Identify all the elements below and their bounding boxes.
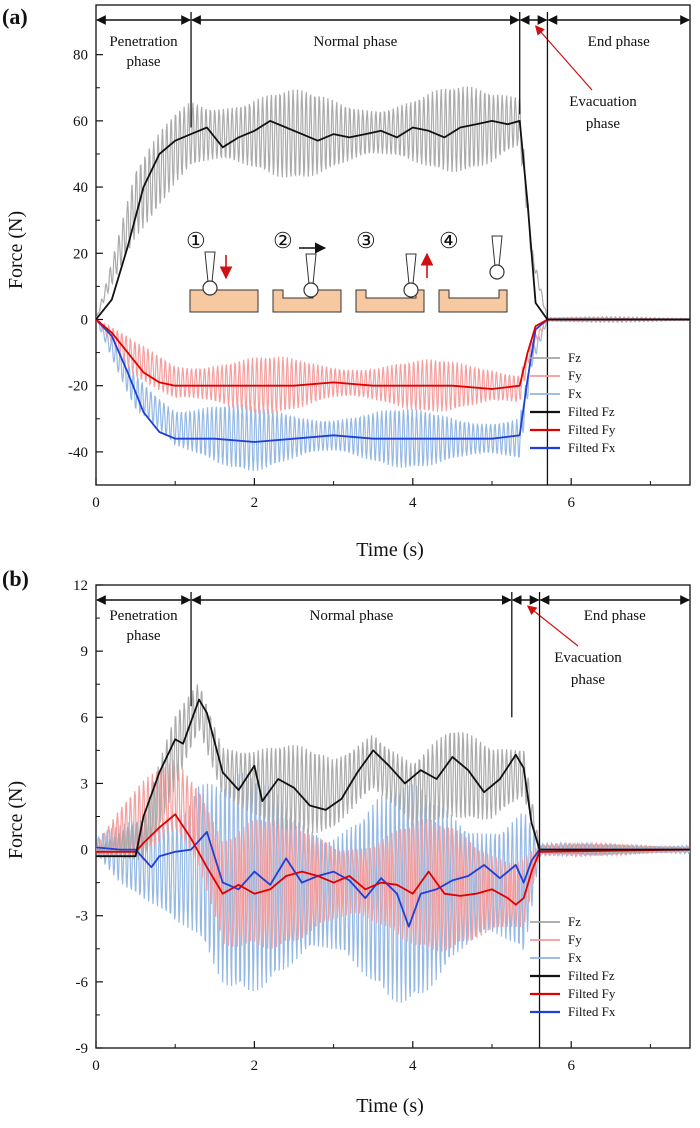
panel-a-plot-area: 0 2 4 6 -40 -20 0 20 40 60 80 Penetration phase Norma… [68, 4, 691, 511]
panel-b: (b) 0 2 4 6 -9 -6 -3 0 3 6 9 12 Penetration phase Norm… [2, 566, 691, 1117]
panel-b-phase-label: End phase [584, 608, 646, 624]
panel-a-legend-label: Fx [568, 386, 582, 401]
panel-b-ytick-label: -6 [76, 975, 89, 991]
panel-b-series-filted-fx [96, 831, 690, 928]
panel-b-legend-label: Fz [568, 914, 581, 929]
panel-b-ytick-label: 0 [81, 843, 89, 859]
panel-a-ytick-label: 20 [73, 246, 88, 262]
panel-a-phase-label: End phase [588, 34, 650, 50]
inset-step-2: ② [272, 228, 342, 313]
panel-a: (a) 0 2 4 6 -40 -20 0 20 40 60 80 Penetration phase N… [2, 4, 691, 561]
panel-a-series-fz-raw [96, 86, 690, 324]
inset-step-number: ② [273, 228, 293, 253]
panel-b-phase-label: Normal phase [310, 608, 394, 624]
panel-b-phase-label-evacuation: Evacuation phase [554, 650, 622, 688]
panel-a-xtick-label: 2 [251, 495, 259, 511]
panel-a-legend-label: Filted Fy [568, 422, 616, 437]
inset-step-number: ① [186, 228, 206, 253]
panel-b-plot-area: 0 2 4 6 -9 -6 -3 0 3 6 9 12 Penetration phase Normal p… [73, 578, 691, 1074]
panel-b-ylabel: Force (N) [5, 781, 27, 859]
panel-a-label: (a) [2, 4, 28, 29]
panel-b-ytick-label: 9 [81, 644, 89, 660]
panel-a-legend: Fz Fy Fx Filted Fz Filted Fy Filted Fx [530, 350, 616, 455]
panel-a-legend-label: Fz [568, 350, 581, 365]
panel-a-data-group [96, 86, 690, 472]
panel-a-process-inset: ① ② ③ ④ [186, 228, 508, 313]
panel-a-ytick-label: -20 [68, 379, 88, 395]
panel-a-legend-label: Fy [568, 368, 582, 383]
panel-b-ytick-label: 3 [81, 776, 89, 792]
panel-a-ylabel: Force (N) [5, 211, 27, 289]
panel-b-ytick-label: 6 [81, 710, 89, 726]
panel-b-series-filted-fz [96, 698, 690, 858]
inset-step-number: ③ [356, 228, 376, 253]
panel-a-ytick-label: -40 [68, 445, 88, 461]
panel-b-legend-label: Fx [568, 950, 582, 965]
panel-a-phase-label: Penetration phase [109, 34, 178, 70]
panel-b-xlabel: Time (s) [356, 1095, 424, 1117]
panel-a-phase-label-evacuation: Evacuation phase [569, 94, 637, 132]
panel-b-data-group [96, 684, 690, 1003]
panel-a-ytick-label: 80 [73, 48, 88, 64]
panel-b-ytick-label: -9 [76, 1041, 89, 1057]
panel-a-phase-label: Normal phase [314, 34, 398, 50]
panel-a-series-filted-fx [96, 318, 690, 443]
inset-step-number: ④ [439, 228, 459, 253]
panel-b-legend-label: Filted Fx [568, 1004, 616, 1019]
panel-a-frame [95, 4, 691, 486]
panel-a-series-fx-raw [96, 317, 690, 472]
panel-a-evacuation-pointer [534, 25, 593, 91]
panel-b-ytick-label: -3 [76, 909, 89, 925]
panel-b-evacuation-pointer [526, 605, 579, 647]
panel-a-xtick-label: 4 [409, 495, 417, 511]
panel-a-xlabel: Time (s) [356, 539, 424, 561]
panel-a-xtick-label: 0 [92, 495, 100, 511]
panel-a-ytick-label: 60 [73, 114, 88, 130]
panel-b-xtick-label: 6 [567, 1058, 575, 1074]
panel-a-series-filted-fz [96, 120, 690, 321]
panel-b-xtick-label: 4 [409, 1058, 417, 1074]
panel-b-legend-label: Filted Fy [568, 986, 616, 1001]
panel-b-phase-label: Penetration phase [109, 608, 178, 644]
panel-b-legend-label: Fy [568, 932, 582, 947]
panel-a-legend-label: Filted Fz [568, 404, 615, 419]
panel-b-ytick-label: 12 [73, 578, 88, 594]
panel-b-label: (b) [2, 566, 29, 591]
panel-a-ytick-label: 40 [73, 180, 88, 196]
panel-b-legend: Fz Fy Fx Filted Fz Filted Fy Filted Fx [530, 914, 616, 1019]
inset-step-4: ④ [438, 228, 508, 313]
inset-step-1: ① [186, 228, 259, 313]
panel-b-xtick-label: 0 [92, 1058, 100, 1074]
inset-step-3: ③ [355, 228, 434, 313]
panel-b-series-filted-fy [96, 813, 690, 906]
panel-a-series-fy-raw [96, 317, 690, 415]
panel-a-ytick-label: 0 [81, 312, 89, 328]
panel-a-xtick-label: 6 [567, 495, 575, 511]
panel-b-xtick-label: 2 [251, 1058, 259, 1074]
panel-a-legend-label: Filted Fx [568, 440, 616, 455]
panel-b-legend-label: Filted Fz [568, 968, 615, 983]
panel-a-series-filted-fy [96, 318, 690, 390]
